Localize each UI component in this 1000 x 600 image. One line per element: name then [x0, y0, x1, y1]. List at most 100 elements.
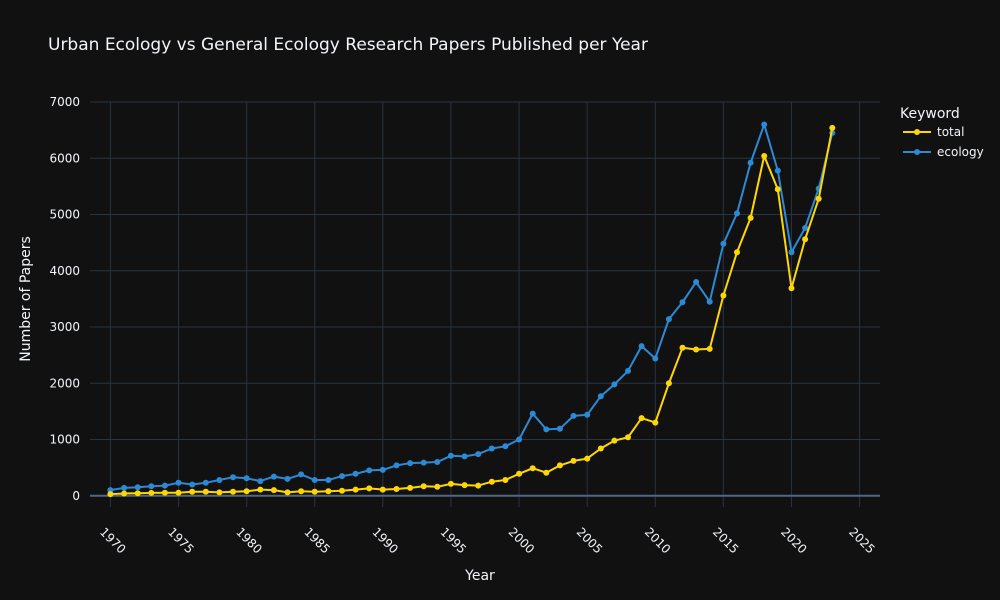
data-point-total[interactable]: [638, 415, 645, 422]
data-point-ecology[interactable]: [529, 410, 536, 417]
data-point-total[interactable]: [379, 486, 386, 493]
data-point-total[interactable]: [679, 344, 686, 351]
data-point-total[interactable]: [829, 124, 836, 131]
data-point-total[interactable]: [447, 480, 454, 487]
data-point-ecology[interactable]: [774, 167, 781, 174]
data-point-ecology[interactable]: [243, 475, 250, 482]
data-point-ecology[interactable]: [611, 381, 618, 388]
data-point-total[interactable]: [529, 465, 536, 472]
data-point-total[interactable]: [257, 486, 264, 493]
data-point-total[interactable]: [393, 486, 400, 492]
data-point-ecology[interactable]: [134, 484, 141, 491]
data-point-total[interactable]: [161, 489, 168, 496]
data-point-ecology[interactable]: [148, 483, 155, 490]
data-point-ecology[interactable]: [189, 481, 196, 488]
data-point-total[interactable]: [202, 488, 209, 495]
legend-item-ecology[interactable]: ecology: [903, 145, 984, 159]
data-point-total[interactable]: [325, 488, 332, 495]
data-point-ecology[interactable]: [230, 474, 236, 481]
data-point-total[interactable]: [788, 285, 795, 292]
data-point-total[interactable]: [761, 153, 768, 159]
data-point-ecology[interactable]: [393, 462, 400, 469]
data-point-ecology[interactable]: [679, 299, 686, 306]
data-point-total[interactable]: [298, 488, 305, 495]
data-point-ecology[interactable]: [325, 477, 332, 483]
data-point-ecology[interactable]: [720, 240, 727, 247]
data-point-total[interactable]: [597, 445, 604, 452]
data-point-total[interactable]: [706, 345, 713, 352]
data-point-ecology[interactable]: [543, 426, 550, 433]
data-point-ecology[interactable]: [802, 225, 809, 231]
data-point-ecology[interactable]: [366, 467, 373, 474]
data-point-ecology[interactable]: [434, 459, 441, 465]
data-point-total[interactable]: [516, 470, 523, 477]
data-point-ecology[interactable]: [734, 210, 740, 217]
data-point-total[interactable]: [407, 484, 414, 491]
data-point-ecology[interactable]: [298, 471, 305, 478]
data-point-ecology[interactable]: [665, 316, 672, 323]
data-point-total[interactable]: [339, 487, 345, 494]
data-point-ecology[interactable]: [761, 121, 768, 128]
data-point-total[interactable]: [815, 195, 822, 202]
data-point-total[interactable]: [461, 482, 468, 489]
data-point-total[interactable]: [802, 236, 809, 243]
data-point-total[interactable]: [434, 483, 441, 490]
data-point-total[interactable]: [366, 485, 373, 492]
data-point-ecology[interactable]: [447, 452, 454, 459]
legend-item-total[interactable]: total: [903, 125, 964, 139]
data-point-total[interactable]: [502, 477, 509, 483]
data-point-total[interactable]: [584, 455, 591, 462]
data-point-ecology[interactable]: [121, 484, 128, 491]
data-point-ecology[interactable]: [488, 445, 495, 452]
data-point-total[interactable]: [420, 483, 427, 490]
data-point-total[interactable]: [488, 478, 495, 485]
series-total[interactable]: [107, 124, 836, 498]
data-point-total[interactable]: [475, 482, 482, 489]
data-point-ecology[interactable]: [379, 466, 386, 473]
data-point-ecology[interactable]: [461, 453, 468, 460]
data-point-ecology[interactable]: [597, 393, 604, 400]
data-point-ecology[interactable]: [638, 343, 645, 350]
data-point-ecology[interactable]: [420, 459, 427, 466]
data-point-ecology[interactable]: [202, 479, 209, 486]
data-point-total[interactable]: [570, 457, 577, 464]
data-point-ecology[interactable]: [284, 475, 291, 482]
data-point-ecology[interactable]: [311, 477, 318, 483]
data-point-total[interactable]: [270, 487, 277, 494]
data-point-ecology[interactable]: [693, 279, 700, 285]
data-point-total[interactable]: [693, 346, 700, 353]
data-point-ecology[interactable]: [352, 470, 359, 477]
legend[interactable]: Keyword total ecology: [900, 106, 984, 159]
data-point-ecology[interactable]: [270, 473, 277, 480]
data-point-ecology[interactable]: [475, 451, 482, 458]
data-point-total[interactable]: [652, 419, 659, 426]
data-point-ecology[interactable]: [625, 367, 631, 374]
data-point-ecology[interactable]: [257, 478, 264, 485]
data-point-total[interactable]: [216, 489, 223, 496]
data-point-ecology[interactable]: [570, 412, 577, 419]
data-point-total[interactable]: [189, 488, 196, 495]
data-point-total[interactable]: [747, 214, 754, 221]
data-point-total[interactable]: [148, 489, 155, 496]
data-point-total[interactable]: [107, 491, 114, 498]
data-point-total[interactable]: [352, 486, 359, 493]
data-point-total[interactable]: [611, 437, 618, 444]
data-point-ecology[interactable]: [216, 477, 223, 483]
data-point-ecology[interactable]: [747, 159, 754, 166]
data-point-ecology[interactable]: [339, 473, 345, 480]
data-point-total[interactable]: [774, 186, 781, 193]
data-point-ecology[interactable]: [556, 425, 563, 432]
data-point-total[interactable]: [543, 469, 550, 476]
data-point-ecology[interactable]: [175, 479, 182, 486]
data-point-total[interactable]: [230, 488, 236, 495]
data-point-ecology[interactable]: [652, 355, 659, 362]
data-point-total[interactable]: [734, 249, 740, 256]
data-point-ecology[interactable]: [502, 443, 509, 450]
data-point-total[interactable]: [311, 488, 318, 495]
data-point-ecology[interactable]: [516, 436, 523, 443]
data-point-total[interactable]: [134, 490, 141, 497]
data-point-ecology[interactable]: [584, 411, 591, 418]
data-point-total[interactable]: [720, 292, 727, 299]
data-point-total[interactable]: [121, 490, 128, 497]
data-point-ecology[interactable]: [788, 249, 795, 256]
